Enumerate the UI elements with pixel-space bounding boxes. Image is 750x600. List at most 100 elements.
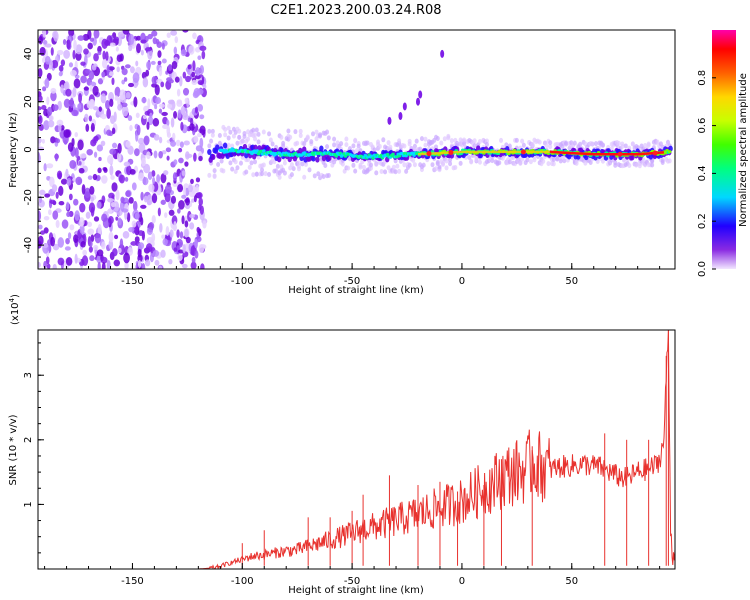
y-tick-label: -20 (23, 189, 34, 205)
noise-blob (98, 106, 102, 112)
ridge-halo (282, 170, 287, 176)
noise-blob (124, 261, 129, 269)
colorbar-gradient (712, 30, 736, 269)
side-feature (398, 112, 403, 121)
noise-blob (39, 189, 46, 196)
noise-blob (161, 111, 168, 117)
ridge-halo (616, 140, 621, 146)
ridge-halo (353, 168, 358, 174)
noise-blob (49, 176, 55, 188)
ridge-halo (230, 143, 235, 149)
noise-blob (141, 263, 146, 269)
ridge-halo (288, 134, 293, 140)
noise-blob (138, 242, 145, 250)
noise-blob (134, 148, 140, 157)
noise-blob (100, 256, 108, 264)
noise-blob (135, 60, 139, 67)
ridge-hotspot (617, 151, 623, 157)
noise-blob (38, 114, 43, 125)
top-x-axis-label: Height of straight line (km) (288, 285, 424, 296)
y-tick-label: -40 (23, 237, 34, 253)
ridge-band (222, 142, 228, 149)
noise-blob (115, 46, 119, 52)
ridge-halo (365, 140, 370, 146)
noise-blob (164, 192, 171, 203)
ridge-halo (455, 140, 460, 146)
ridge-halo (361, 164, 366, 170)
noise-blob (65, 168, 69, 177)
ridge-halo (434, 166, 439, 172)
noise-blob (178, 147, 183, 153)
noise-blob (174, 36, 179, 44)
noise-blob (93, 30, 100, 39)
noise-blob (168, 64, 173, 71)
ridge-halo (244, 169, 249, 175)
noise-blob (112, 142, 118, 149)
noise-blob (50, 236, 56, 247)
y-tick-label: 20 (23, 95, 34, 108)
ridge-band (215, 144, 220, 151)
noise-blob (78, 92, 83, 103)
ridge-halo (235, 165, 240, 171)
noise-blob (191, 79, 198, 86)
ridge-band (311, 155, 316, 162)
ridge-halo (289, 172, 294, 178)
noise-blob (108, 66, 115, 71)
noise-blob (127, 145, 134, 155)
ridge-halo (332, 136, 337, 142)
noise-blob (136, 43, 141, 54)
ridge-halo (216, 161, 221, 167)
noise-blob (50, 47, 54, 56)
noise-blob (61, 219, 69, 229)
ridge-halo (397, 168, 402, 174)
noise-blob (44, 55, 51, 65)
ridge-halo (474, 157, 479, 163)
ridge-halo (660, 160, 665, 166)
noise-blob (116, 54, 123, 63)
noise-blob (184, 97, 189, 104)
noise-blob (63, 129, 71, 138)
ridge-halo (477, 159, 482, 165)
noise-blob (135, 112, 140, 119)
noise-blob (142, 177, 149, 186)
ridge-halo (253, 136, 258, 142)
ridge-core (342, 152, 346, 156)
ridge-core (262, 149, 266, 153)
ridge-halo (446, 135, 451, 141)
ridge-halo (442, 136, 447, 142)
noise-blob (177, 208, 181, 214)
noise-blob (170, 30, 178, 36)
ridge-halo (379, 168, 384, 174)
bottom-x-ticks: -150 -100 -50 0 50 (44, 563, 661, 587)
ridge-halo (558, 158, 563, 164)
ridge-halo (277, 174, 282, 180)
noise-blob (46, 263, 51, 269)
ridge-halo (344, 136, 349, 142)
noise-blob (137, 137, 145, 145)
ridge-halo (548, 140, 553, 146)
ridge-halo (551, 156, 556, 162)
ridge-halo (314, 129, 319, 135)
ridge-halo (281, 143, 286, 149)
ridge-core (391, 152, 395, 156)
noise-blob (198, 155, 203, 162)
ridge-halo (397, 138, 402, 144)
ridge-halo (541, 158, 546, 164)
ridge-halo (414, 138, 419, 144)
noise-blob (123, 161, 131, 167)
noise-blob (67, 232, 72, 240)
ridge-halo (374, 161, 379, 167)
noise-blob (199, 64, 205, 75)
noise-blob (38, 235, 44, 246)
noise-blob (180, 105, 186, 116)
noise-blob (161, 42, 165, 50)
noise-blob (138, 142, 146, 153)
noise-blob (194, 106, 198, 114)
noise-blob (119, 89, 126, 101)
noise-blob (101, 38, 108, 49)
noise-blob (151, 193, 158, 204)
noise-blob (170, 140, 177, 147)
noise-blob (93, 106, 99, 111)
noise-blob (88, 70, 95, 81)
ridge-halo (309, 139, 314, 145)
